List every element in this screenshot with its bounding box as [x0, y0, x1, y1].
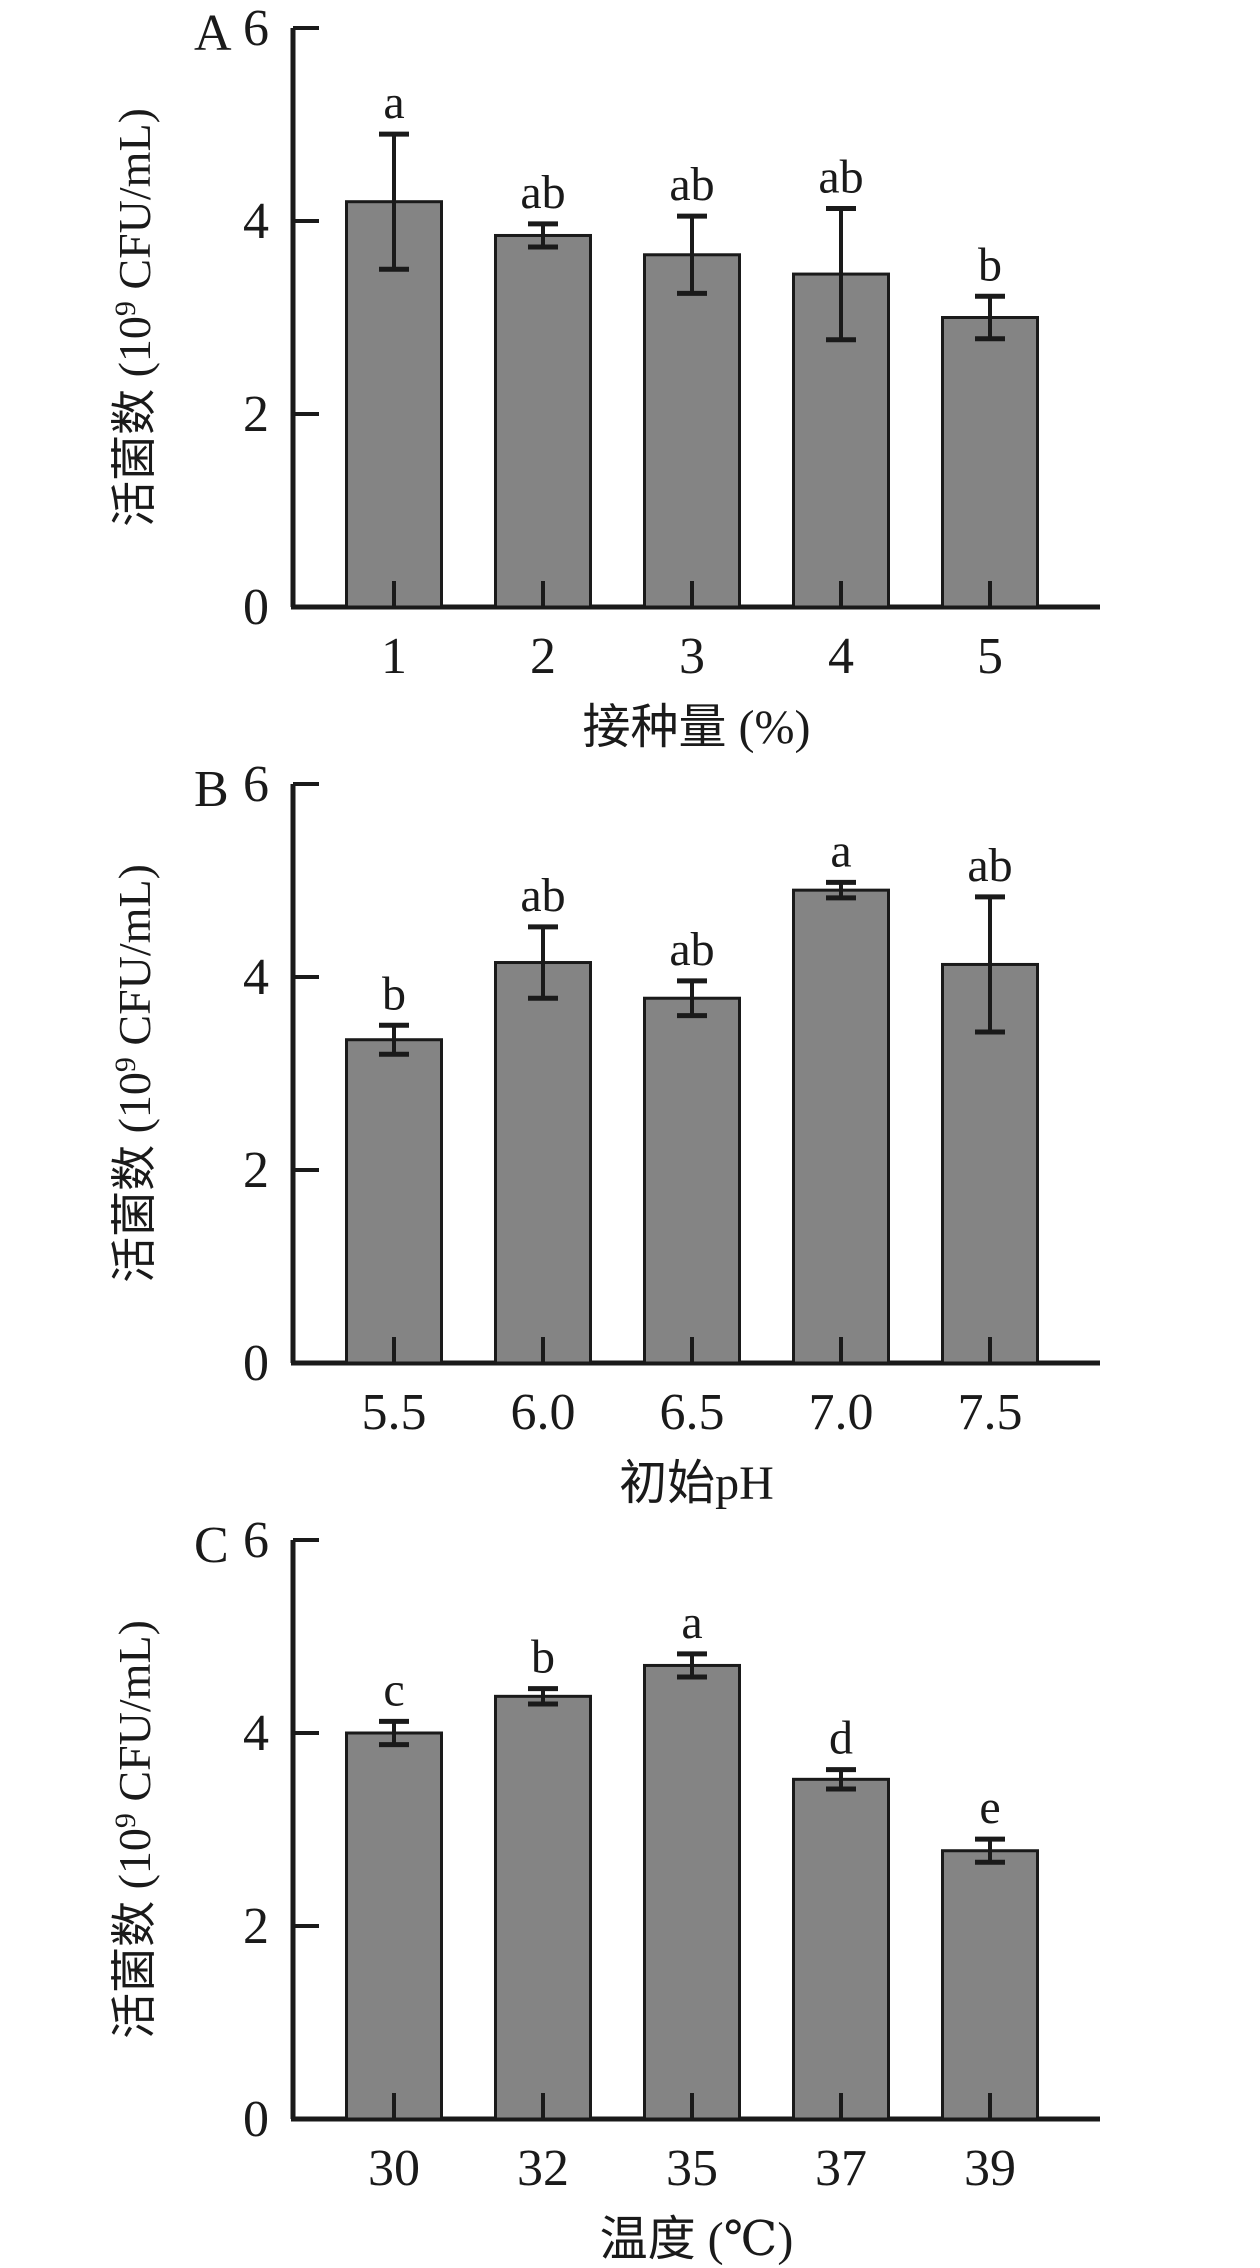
y-tick-label: 0 — [243, 2091, 269, 2148]
y-tick-label: 6 — [243, 756, 269, 813]
y-tick-label: 0 — [243, 1335, 269, 1392]
significance-letter: ab — [520, 869, 565, 922]
y-tick-label: 6 — [243, 1512, 269, 1569]
y-tick-label: 4 — [243, 193, 269, 250]
significance-letter: d — [829, 1712, 853, 1765]
significance-letter: ab — [669, 923, 714, 976]
significance-letter: b — [382, 967, 406, 1020]
bar — [792, 272, 890, 609]
significance-letter: ab — [520, 166, 565, 219]
y-tick-label: 4 — [243, 1705, 269, 1762]
y-tick-label: 2 — [243, 1898, 269, 1955]
y-tick-label: 2 — [243, 386, 269, 443]
significance-letter: ab — [818, 150, 863, 203]
panel-label: C — [194, 1517, 229, 1574]
panel-label: A — [194, 5, 232, 62]
bar — [494, 961, 592, 1365]
x-tick-label: 32 — [517, 2140, 569, 2197]
x-tick-label: 6.5 — [660, 1384, 725, 1441]
bar — [643, 1663, 741, 2121]
x-tick-label: 37 — [815, 2140, 867, 2197]
y-tick-label: 0 — [243, 579, 269, 636]
significance-letter: ab — [669, 158, 714, 211]
bar — [792, 888, 890, 1365]
x-tick-label: 2 — [530, 628, 556, 685]
x-tick-label: 7.5 — [958, 1384, 1023, 1441]
x-axis-title: 初始pH — [619, 1457, 774, 1510]
y-axis-title: 活菌数 (109 CFU/mL) — [109, 108, 160, 527]
bar — [345, 1731, 443, 2121]
panel-label: B — [194, 761, 229, 818]
bar — [643, 996, 741, 1365]
significance-letter: e — [979, 1781, 1000, 1834]
x-tick-label: 35 — [666, 2140, 718, 2197]
bar — [494, 233, 592, 609]
bar — [643, 253, 741, 609]
y-tick-label: 4 — [243, 949, 269, 1006]
panel-a-chart: A 0 2 4 6 a 1 ab 2 ab 3 ab 4 b 5 接种量 (%) 活菌数 (109 CFU/mL… — [109, 0, 1100, 754]
bar — [792, 1777, 890, 2121]
significance-letter: ab — [967, 839, 1012, 892]
y-axis-title: 活菌数 (109 CFU/mL) — [109, 1620, 160, 2039]
x-tick-label: 6.0 — [511, 1384, 576, 1441]
x-tick-label: 4 — [828, 628, 854, 685]
x-axis-title: 接种量 (%) — [583, 701, 811, 754]
x-tick-label: 1 — [381, 628, 407, 685]
y-tick-label: 6 — [243, 0, 269, 57]
x-tick-label: 30 — [368, 2140, 420, 2197]
significance-letter: a — [681, 1596, 702, 1649]
x-tick-label: 39 — [964, 2140, 1016, 2197]
x-tick-label: 5 — [977, 628, 1003, 685]
x-tick-label: 7.0 — [809, 1384, 874, 1441]
x-axis-title: 温度 (℃) — [600, 2213, 794, 2266]
x-tick-label: 5.5 — [362, 1384, 427, 1441]
bar — [345, 1038, 443, 1365]
significance-letter: a — [383, 76, 404, 129]
panel-b-chart: B 0 2 4 6 b 5.5 ab 6.0 ab 6.5 a 7.0 ab 7.5 初始pH 活菌数 (109… — [109, 756, 1100, 1510]
significance-letter: c — [383, 1663, 404, 1716]
bar — [494, 1694, 592, 2121]
significance-letter: b — [978, 238, 1002, 291]
panel-c-chart: C 0 2 4 6 c 30 b 32 a 35 d 37 e 39 温度 (℃) 活菌数 (109 CFU/m… — [109, 1512, 1100, 2266]
x-tick-label: 3 — [679, 628, 705, 685]
bar — [941, 316, 1039, 609]
bar — [941, 1849, 1039, 2121]
y-tick-label: 2 — [243, 1142, 269, 1199]
significance-letter: a — [830, 824, 851, 877]
significance-letter: b — [531, 1631, 555, 1684]
y-axis-title: 活菌数 (109 CFU/mL) — [109, 864, 160, 1283]
